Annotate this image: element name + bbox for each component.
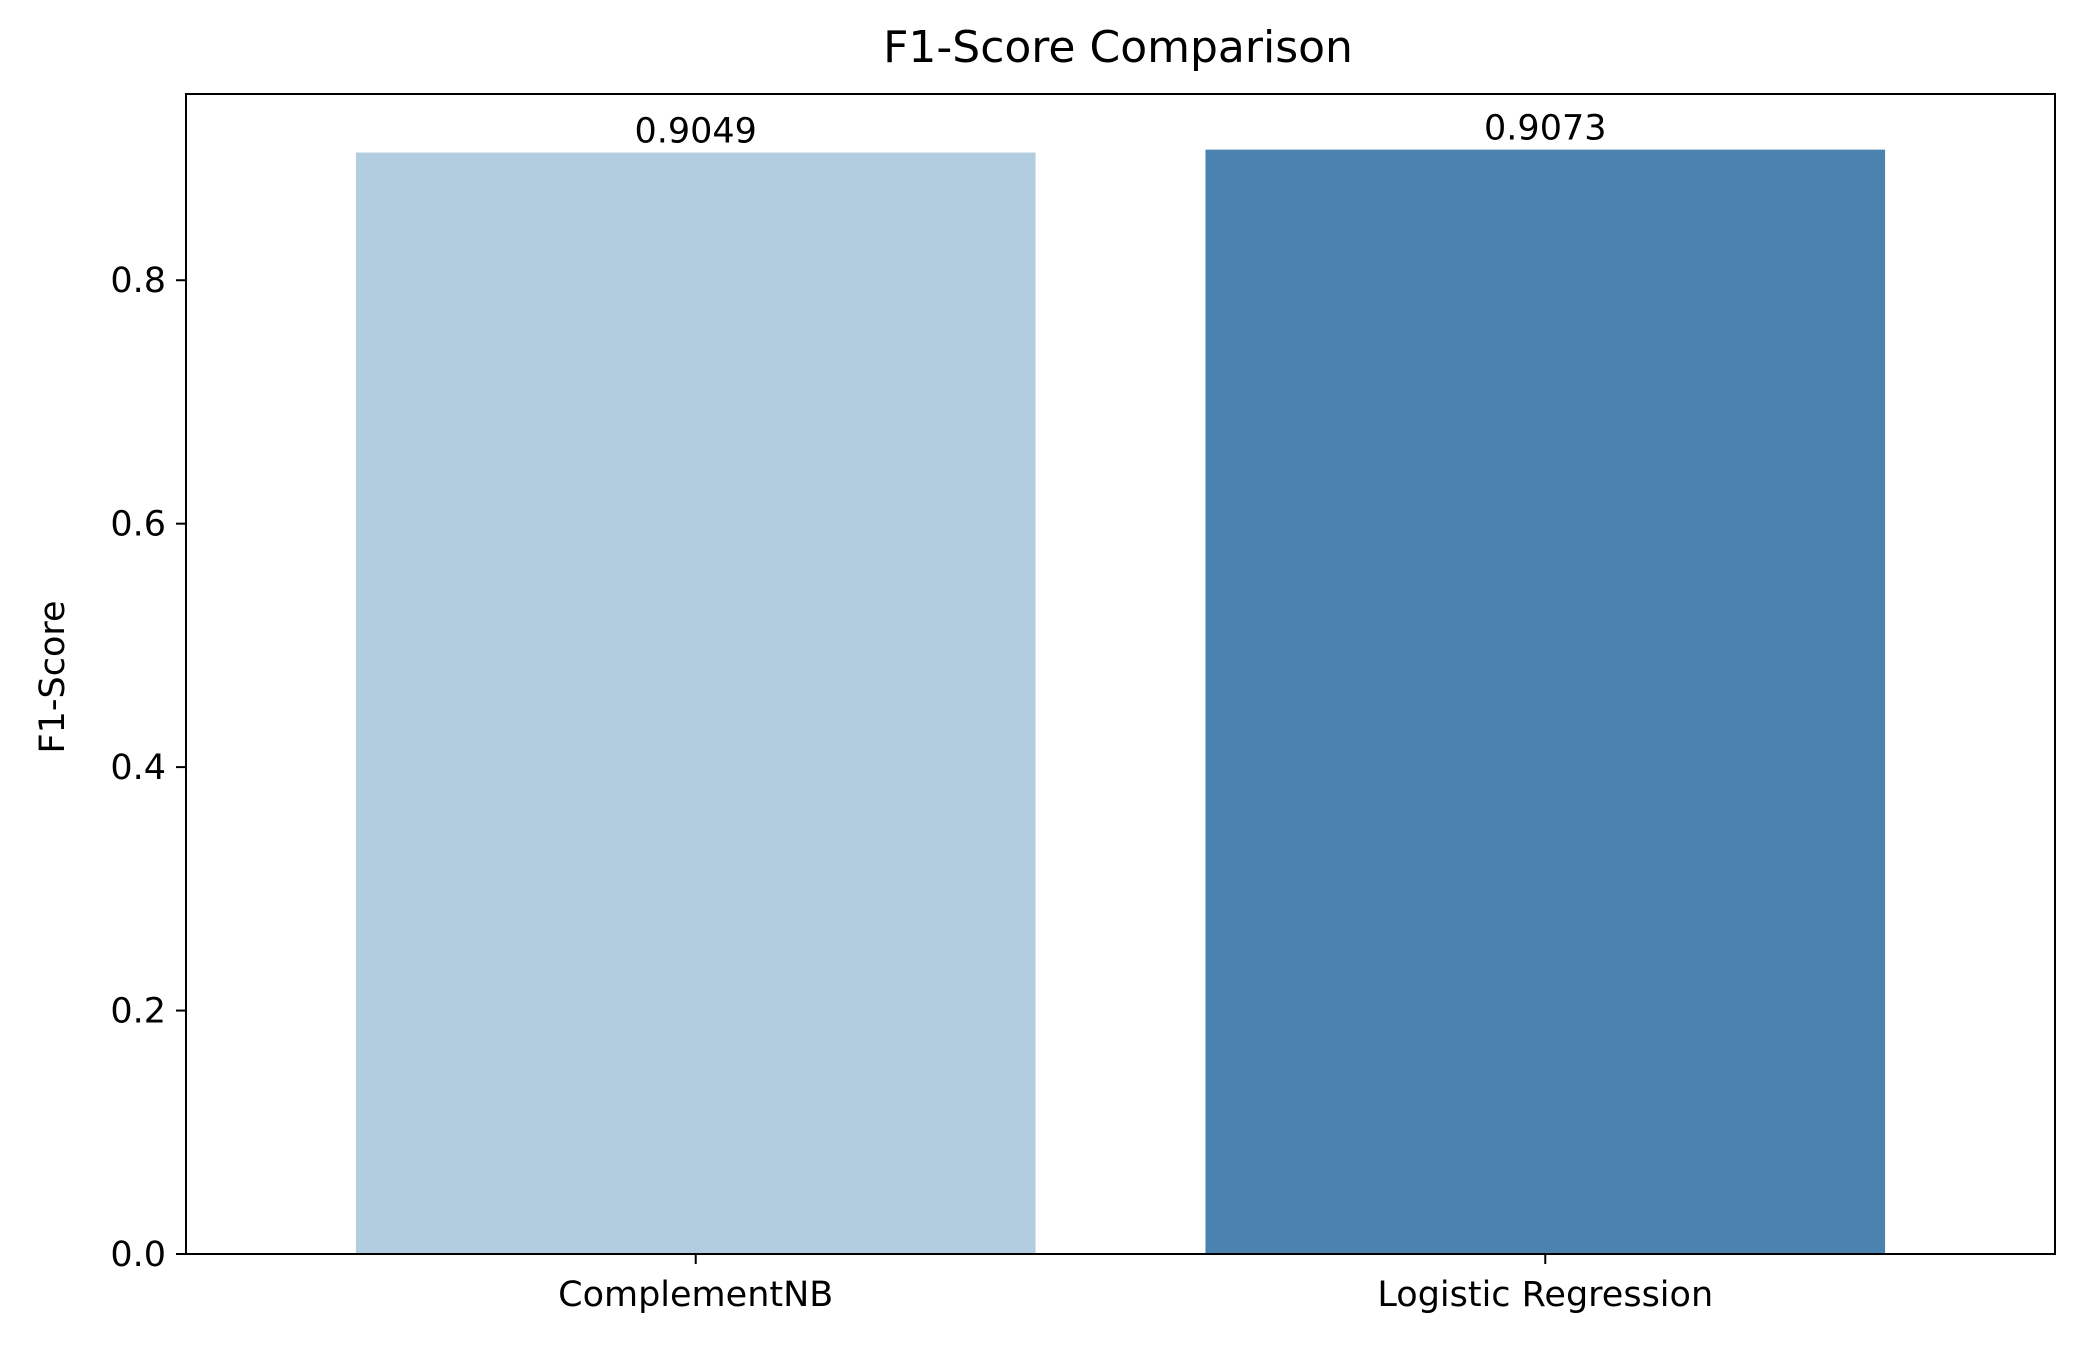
y-tick-label: 0.2 xyxy=(110,992,166,1032)
y-tick-label: 0.4 xyxy=(110,748,166,788)
axes-layer: ComplementNB Logistic Regression 0.0 0.2 0.4… xyxy=(110,93,2056,1315)
data-label: 0.9049 xyxy=(634,112,756,152)
y-tick-label: 0.0 xyxy=(110,1235,166,1275)
chart-title: F1-Score Comparison xyxy=(883,22,1353,73)
bars-layer xyxy=(355,149,1886,1255)
plot-frame xyxy=(185,93,2056,1255)
bar-logistic-regression xyxy=(1205,149,1886,1254)
data-label: 0.9073 xyxy=(1484,109,1606,149)
x-tick-label: Logistic Regression xyxy=(1377,1275,1713,1315)
y-axis-label: F1-Score xyxy=(33,600,73,753)
bar-complementnb xyxy=(355,152,1036,1255)
x-tick-label: ComplementNB xyxy=(558,1275,833,1315)
data-labels-layer: 0.9049 0.9073 xyxy=(634,109,1606,152)
y-tick-label: 0.6 xyxy=(110,505,166,545)
y-tick-label: 0.8 xyxy=(110,261,166,301)
